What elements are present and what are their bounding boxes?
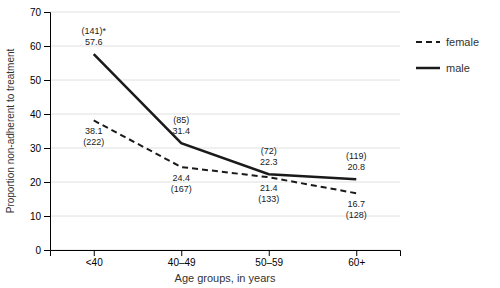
grid-line — [50, 148, 400, 149]
y-tick-label: 50 — [30, 75, 42, 86]
y-axis-title: Proportion non-adherent to treatment — [5, 49, 16, 214]
x-tick-mark — [181, 250, 182, 256]
y-tick-mark — [44, 114, 50, 115]
y-tick: 70 — [30, 7, 50, 18]
y-tick-label: 0 — [35, 245, 41, 256]
data-label: 20.8 — [347, 162, 365, 172]
sample-label: (222) — [83, 137, 104, 147]
x-tick: 60+ — [348, 250, 365, 268]
y-tick: 50 — [30, 75, 50, 86]
y-axis-line — [44, 13, 51, 251]
y-tick-mark — [44, 12, 50, 13]
legend-swatch — [416, 41, 440, 43]
data-label: 57.6 — [85, 37, 103, 47]
plot: 0 10 20 30 40 50 60 70 <40 40–49 50–59 60+ Age group… — [5, 7, 401, 284]
y-tick-mark — [44, 46, 50, 47]
x-tick: <40 — [86, 250, 103, 268]
sample-label: (128) — [346, 210, 367, 220]
sample-label: (85) — [173, 115, 189, 125]
legend-swatch — [416, 67, 440, 70]
legend: female male — [416, 36, 479, 74]
y-tick-label: 10 — [30, 211, 42, 222]
x-axis: <40 40–49 50–59 60+ — [51, 250, 401, 268]
x-tick-mark — [269, 250, 270, 256]
x-axis-line — [51, 251, 401, 257]
x-tick-label: 40–49 — [168, 257, 196, 268]
lines — [94, 54, 357, 193]
data-label: 21.4 — [260, 183, 278, 193]
sample-label: (141)* — [81, 26, 106, 36]
sample-label: (167) — [171, 184, 192, 194]
labels: 38.1(222) 24.4(167) 21.4(133) 16.7(128) 57.6… — [81, 26, 366, 220]
y-tick-mark — [44, 148, 50, 149]
y-tick-label: 60 — [30, 41, 42, 52]
x-tick-label: 50–59 — [255, 257, 283, 268]
y-tick-mark — [44, 182, 50, 183]
legend-label: female — [446, 36, 479, 48]
x-tick-mark — [94, 250, 95, 256]
grid-line — [50, 114, 400, 115]
x-tick: 40–49 — [168, 250, 196, 268]
y-tick: 10 — [30, 211, 50, 222]
x-axis-title: Age groups, in years — [175, 272, 276, 284]
sample-label: (119) — [346, 151, 366, 161]
data-label: 38.1 — [85, 126, 103, 136]
y-tick: 30 — [30, 143, 50, 154]
y-tick-mark — [44, 250, 50, 251]
y-tick: 40 — [30, 109, 50, 120]
series-line — [94, 54, 357, 179]
y-tick: 20 — [30, 177, 50, 188]
x-tick: 50–59 — [255, 250, 283, 268]
x-tick-mark — [356, 250, 357, 256]
sample-label: (72) — [261, 146, 277, 156]
y-tick-label: 30 — [30, 143, 42, 154]
legend-item: female — [416, 36, 479, 48]
data-label: 16.7 — [347, 199, 365, 209]
series-line — [94, 120, 357, 193]
y-tick-label: 20 — [30, 177, 42, 188]
y-tick-label: 70 — [30, 7, 42, 18]
data-label: 24.4 — [172, 173, 190, 183]
y-tick-label: 40 — [30, 109, 42, 120]
y-tick-mark — [44, 216, 50, 217]
y-axis: 0 10 20 30 40 50 60 70 — [30, 7, 51, 256]
chart: 0 10 20 30 40 50 60 70 <40 40–49 50–59 60+ Age group… — [0, 0, 500, 288]
x-tick-label: <40 — [86, 257, 103, 268]
grid — [50, 12, 400, 250]
y-tick: 0 — [35, 245, 50, 256]
y-tick: 60 — [30, 41, 50, 52]
grid-line — [50, 12, 400, 13]
data-label: 22.3 — [260, 157, 278, 167]
grid-line — [50, 80, 400, 81]
sample-label: (133) — [258, 194, 279, 204]
grid-line — [50, 182, 400, 183]
legend-label: male — [446, 62, 470, 74]
y-tick-mark — [44, 80, 50, 81]
x-tick-label: 60+ — [348, 257, 365, 268]
data-label: 31.4 — [172, 126, 190, 136]
legend-item: male — [416, 62, 470, 74]
